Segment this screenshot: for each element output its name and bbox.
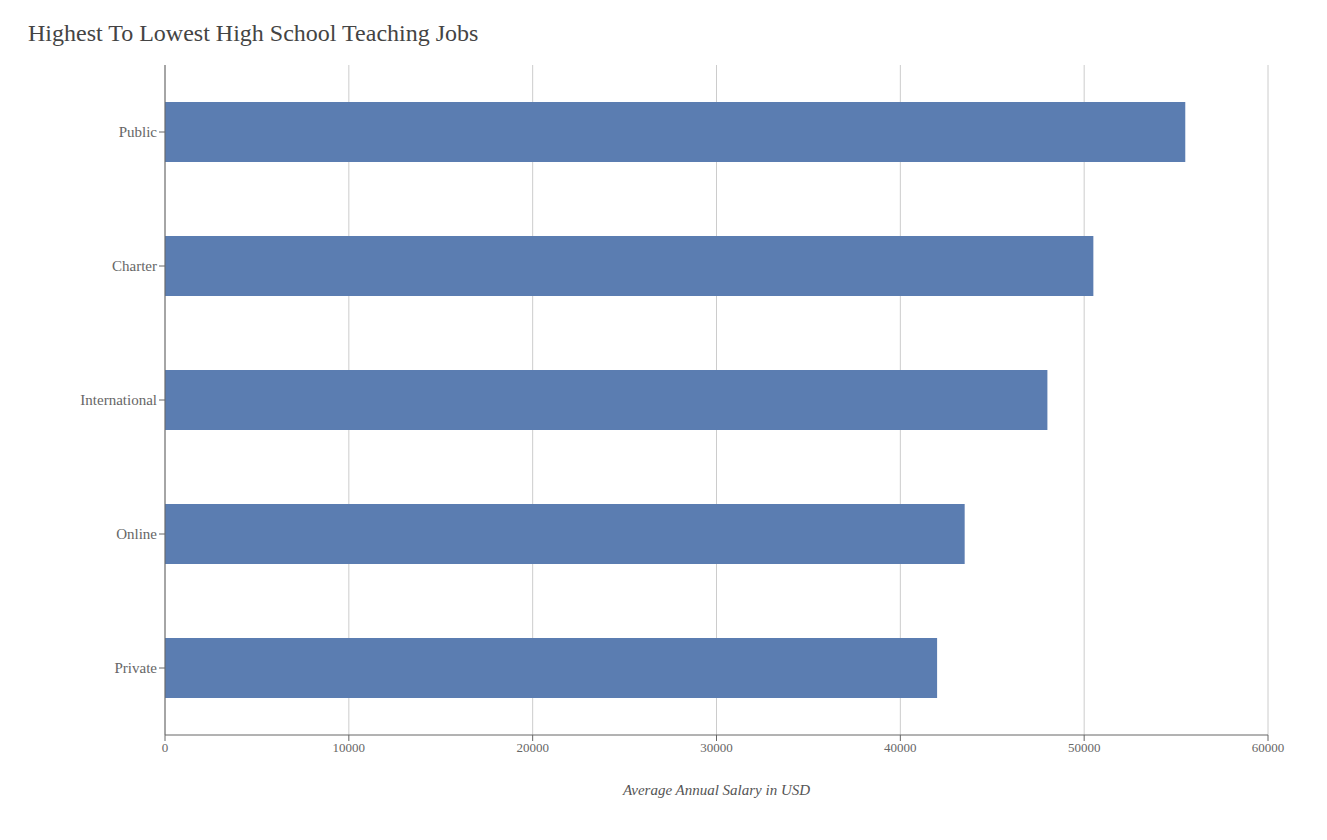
svg-text:0: 0 bbox=[162, 740, 169, 755]
svg-text:10000: 10000 bbox=[333, 740, 366, 755]
svg-text:20000: 20000 bbox=[516, 740, 549, 755]
svg-text:40000: 40000 bbox=[884, 740, 917, 755]
svg-text:Charter: Charter bbox=[112, 258, 157, 274]
svg-text:30000: 30000 bbox=[700, 740, 733, 755]
svg-text:Average Annual Salary in USD: Average Annual Salary in USD bbox=[622, 782, 810, 798]
svg-text:50000: 50000 bbox=[1068, 740, 1101, 755]
svg-text:Online: Online bbox=[116, 526, 157, 542]
html-text:Highest To Lowest High School: Highest To Lowest High School Teaching J… bbox=[28, 20, 479, 46]
svg-text:Private: Private bbox=[115, 660, 158, 676]
svg-text:60000: 60000 bbox=[1252, 740, 1285, 755]
svg-text:International: International bbox=[80, 392, 157, 408]
svg-text:Public: Public bbox=[119, 124, 158, 140]
